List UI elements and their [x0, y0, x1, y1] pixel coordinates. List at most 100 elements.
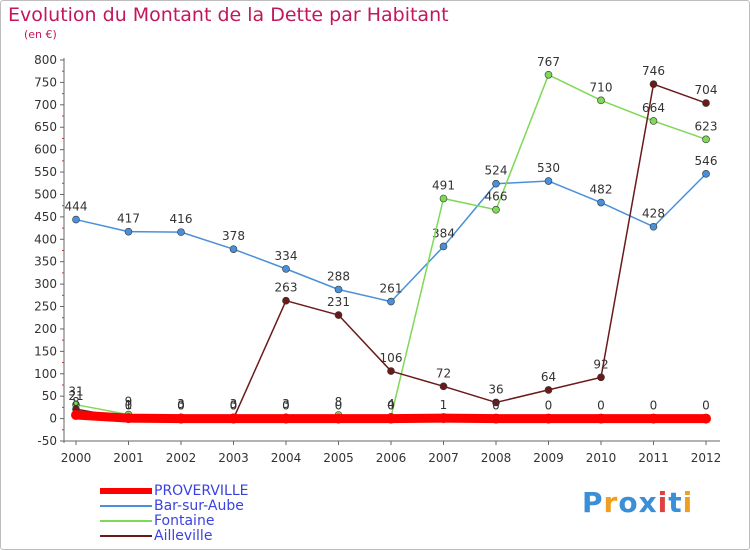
x-tick-label: 2009 [533, 451, 564, 465]
data-label-bar-sur-aube: 444 [65, 200, 88, 214]
data-label-ailleville: 36 [488, 382, 503, 396]
data-label-bar-sur-aube: 546 [695, 154, 718, 168]
y-tick-label: 300 [34, 277, 57, 291]
data-label-proverville: 1 [125, 398, 133, 412]
y-tick-label: 650 [34, 120, 57, 134]
data-label-bar-sur-aube: 261 [380, 282, 403, 296]
x-tick-label: 2007 [428, 451, 459, 465]
data-label-ailleville: 0 [125, 399, 133, 413]
data-point-bar-sur-aube [124, 227, 133, 236]
legend-label-fontaine: Fontaine [154, 513, 215, 529]
y-tick-label: 50 [42, 389, 57, 403]
data-label-fontaine: 3 [177, 397, 185, 411]
y-tick-label: 150 [34, 344, 57, 358]
data-point-ailleville [597, 373, 605, 382]
data-label-bar-sur-aube: 378 [222, 229, 245, 243]
data-label-proverville: 8 [72, 395, 80, 409]
data-label-ailleville: 64 [541, 370, 556, 384]
data-point-bar-sur-aube [229, 245, 238, 253]
x-tick-label: 2012 [691, 451, 722, 465]
data-point-ailleville [387, 367, 395, 375]
data-label-ailleville: 746 [642, 64, 665, 78]
data-label-bar-sur-aube: 524 [485, 164, 508, 178]
logo-letter: t [668, 486, 683, 519]
data-point-ailleville [702, 99, 710, 107]
data-point-proverville [543, 413, 554, 424]
data-label-fontaine: 8 [335, 395, 343, 409]
data-label-proverville: 0 [650, 399, 658, 413]
data-label-ailleville: 92 [593, 357, 608, 371]
data-point-proverville [228, 413, 239, 424]
data-label-proverville: 0 [597, 399, 605, 413]
data-label-fontaine: 767 [537, 55, 560, 69]
legend-label-proverville: PROVERVILLE [154, 483, 249, 499]
x-tick-label: 2006 [376, 451, 407, 465]
data-label-fontaine: 710 [590, 80, 613, 94]
legend-swatch-fontaine [100, 520, 152, 522]
legend-label-bar-sur-aube: Bar-sur-Aube [154, 498, 244, 514]
data-label-ailleville: 21 [68, 389, 83, 403]
data-label-proverville: 1 [440, 398, 448, 412]
data-label-fontaine: 491 [432, 179, 455, 193]
y-tick-label: 100 [34, 367, 57, 381]
chart-subtitle: (en €) [24, 28, 57, 41]
data-point-ailleville [492, 398, 500, 407]
legend-swatch-bar-sur-aube [100, 505, 152, 507]
data-label-fontaine: 3 [230, 397, 238, 411]
logo-letter: o [618, 486, 639, 519]
data-label-bar-sur-aube: 288 [327, 269, 350, 283]
data-label-fontaine: 466 [485, 190, 508, 204]
data-label-bar-sur-aube: 530 [537, 161, 560, 175]
data-label-proverville: 0 [282, 399, 290, 413]
y-tick-label: 400 [34, 232, 57, 246]
y-tick-label: 550 [34, 165, 57, 179]
logo-letter: i [682, 486, 694, 519]
data-point-fontaine [492, 205, 500, 214]
legend-swatch-ailleville [100, 535, 152, 537]
data-point-fontaine [649, 117, 658, 125]
x-tick-label: 2011 [638, 451, 669, 465]
y-tick-label: 700 [34, 98, 57, 112]
data-label-bar-sur-aube: 417 [117, 212, 140, 226]
data-label-fontaine: 3 [282, 397, 290, 411]
data-point-proverville [438, 413, 449, 424]
data-point-bar-sur-aube [387, 297, 395, 306]
data-point-ailleville [649, 80, 658, 89]
data-point-proverville [333, 413, 344, 424]
data-label-fontaine: 664 [642, 101, 665, 115]
legend-swatch-proverville [100, 488, 152, 494]
data-label-fontaine: 623 [695, 119, 718, 133]
data-label-bar-sur-aube: 482 [590, 183, 613, 197]
data-point-bar-sur-aube [649, 222, 658, 231]
y-tick-label: 600 [34, 143, 57, 157]
data-point-fontaine [439, 194, 448, 203]
data-point-ailleville [282, 296, 290, 305]
data-point-proverville [648, 413, 659, 424]
x-tick-label: 2008 [481, 451, 512, 465]
x-tick-label: 2003 [218, 451, 249, 465]
data-label-ailleville: 106 [380, 351, 403, 365]
data-point-proverville [491, 413, 501, 424]
data-point-bar-sur-aube [702, 170, 710, 178]
data-point-proverville [176, 413, 186, 424]
y-tick-label: 500 [34, 187, 57, 201]
x-tick-label: 2002 [166, 451, 197, 465]
data-label-bar-sur-aube: 428 [642, 207, 665, 221]
legend-label-ailleville: Ailleville [154, 528, 213, 544]
data-label-ailleville: 231 [327, 295, 350, 309]
data-point-bar-sur-aube [72, 215, 80, 224]
data-label-fontaine: 9 [125, 395, 133, 409]
data-label-proverville: 0 [387, 399, 395, 413]
y-tick-label: 450 [34, 210, 57, 224]
data-label-ailleville: 704 [695, 83, 718, 97]
data-point-bar-sur-aube [597, 198, 605, 207]
logo-letter: r [603, 486, 619, 519]
y-tick-label: 350 [34, 255, 57, 269]
data-label-bar-sur-aube: 334 [275, 249, 298, 263]
data-point-bar-sur-aube [439, 242, 448, 251]
data-point-bar-sur-aube [282, 265, 290, 273]
data-point-fontaine [597, 96, 605, 105]
data-label-proverville: 0 [545, 399, 553, 413]
